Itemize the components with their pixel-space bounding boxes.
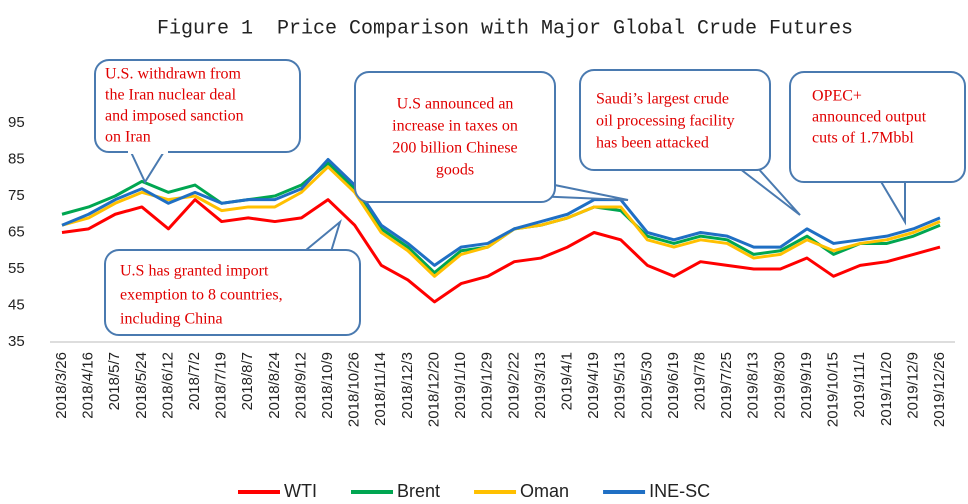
y-tick-label: 65 [8, 223, 25, 240]
x-tick-label: 2019/1/10 [452, 352, 469, 419]
x-tick-label: 2019/11/20 [878, 352, 895, 426]
x-tick-label: 2018/12/20 [425, 352, 442, 427]
annotation-text: OPEC+ [812, 88, 862, 105]
chart-title: Figure 1 Price Comparison with Major Glo… [157, 17, 853, 40]
x-tick-label: 2019/4/1 [558, 352, 575, 410]
x-tick-label: 2019/5/13 [612, 352, 629, 419]
annotation-text: on Iran [105, 129, 151, 146]
x-tick-label: 2018/9/12 [292, 352, 309, 419]
legend-label: Oman [520, 481, 569, 501]
callout-box [94, 59, 301, 153]
x-tick-label: 2019/9/19 [798, 352, 815, 419]
x-tick-label: 2019/12/9 [904, 352, 921, 419]
annotation-text: exemption to 8 countries, [120, 287, 283, 304]
x-tick-label: 2018/7/2 [186, 352, 203, 410]
legend-label: Brent [397, 481, 440, 501]
annotation-text: Saudi’s largest crude [596, 91, 729, 108]
plot-area: 35 45 55 65 75 85 95 2018/3/26 2018/4/16 2018/5/7… [8, 114, 955, 427]
annotation-text: U.S announced an [397, 96, 514, 113]
callout-box [104, 249, 361, 336]
x-tick-label: 2019/3/13 [532, 352, 549, 419]
x-tick-label: 2018/3/26 [53, 352, 70, 419]
x-tick-label: 2018/10/26 [346, 352, 363, 427]
x-tick-label: 2018/6/12 [159, 352, 176, 419]
callout-box [789, 71, 966, 183]
annotation-text: goods [436, 162, 474, 179]
annotation-text: including China [120, 311, 223, 328]
y-tick-label: 35 [8, 333, 25, 350]
x-tick-label: 2019/7/25 [718, 352, 735, 419]
legend-label: WTI [284, 481, 317, 501]
annotation-text: U.S. withdrawn from [105, 66, 242, 83]
annotation-text: cuts of 1.7Mbbl [812, 130, 914, 147]
y-tick-label: 85 [8, 150, 25, 167]
annotation-text: oil processing facility [596, 113, 735, 130]
annotation-text: has been attacked [596, 135, 709, 152]
x-tick-label: 2019/8/13 [745, 352, 762, 419]
x-tick-label: 2019/6/19 [665, 352, 682, 419]
x-tick-label: 2019/10/15 [825, 352, 842, 427]
x-tick-label: 2018/5/24 [133, 352, 150, 419]
x-tick-label: 2018/5/7 [106, 352, 123, 410]
callout-box [579, 69, 771, 171]
annotations: U.S. withdrawn from the Iran nuclear deal… [94, 59, 966, 336]
series-line [61, 165, 941, 278]
x-tick-label: 2019/4/19 [585, 352, 602, 419]
x-tick-label: 2018/8/7 [239, 352, 256, 410]
annotation-text: 200 billion Chinese [392, 140, 517, 157]
annotation-text: the Iran nuclear deal [105, 87, 237, 104]
y-tick-label: 45 [8, 296, 25, 313]
series-line [61, 198, 941, 304]
x-tick-label: 2019/5/30 [638, 352, 655, 419]
callout-joint [128, 146, 168, 154]
annotation-text: announced output [812, 109, 927, 126]
y-tick-label: 95 [8, 114, 25, 131]
y-tick-label: 75 [8, 187, 25, 204]
x-tick-label: 2018/10/9 [319, 352, 336, 419]
annotation-text: increase in taxes on [392, 118, 518, 135]
callout-box [354, 71, 556, 203]
x-tick-label: 2019/12/26 [931, 352, 948, 427]
x-tick-label: 2019/8/30 [771, 352, 788, 419]
x-tick-label: 2019/11/1 [851, 352, 868, 418]
x-tick-label: 2019/2/22 [505, 352, 522, 419]
x-tick-label: 2019/1/29 [479, 352, 496, 419]
series-line [61, 158, 941, 267]
x-tick-label: 2018/8/24 [266, 352, 283, 419]
x-tick-label: 2018/11/14 [372, 352, 389, 426]
callout-pointer [128, 149, 167, 185]
callout-pointer [878, 179, 906, 226]
x-tick-label: 2019/7/8 [692, 352, 709, 410]
y-tick-label: 55 [8, 260, 25, 277]
legend-label: INE-SC [649, 481, 710, 501]
x-tick-label: 2018/7/19 [213, 352, 230, 419]
annotation-text: and imposed sanction [105, 108, 244, 125]
annotation-text: U.S has granted import [120, 263, 269, 280]
x-tick-label: 2018/4/16 [80, 352, 97, 419]
x-tick-label: 2018/12/3 [399, 352, 416, 419]
